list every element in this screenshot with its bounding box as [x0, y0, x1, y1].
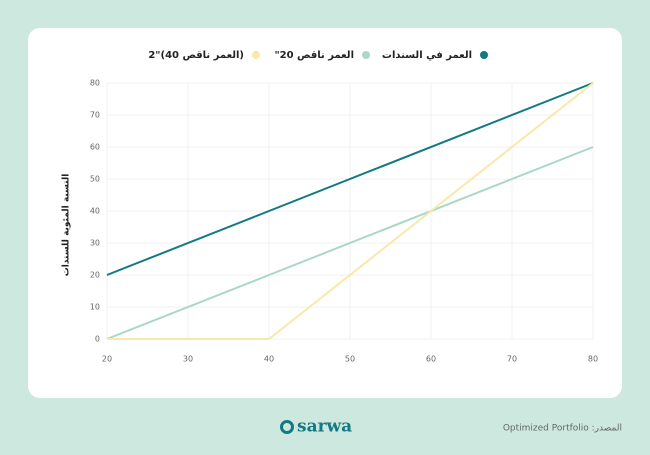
y-tick-label: 40 — [90, 207, 100, 216]
source: المصدر: Optimized Portfolio — [503, 424, 622, 434]
x-tick-label: 80 — [588, 355, 598, 364]
legend-label: العمر ناقص 20" — [274, 50, 354, 61]
logo: sarwa — [297, 417, 352, 437]
legend-marker — [252, 51, 260, 59]
y-tick-label: 30 — [90, 239, 100, 248]
line — [106, 146, 594, 340]
x-tick-label: 50 — [345, 355, 355, 364]
x-tick-label: 20 — [102, 355, 112, 364]
line — [107, 82, 594, 340]
legend-label: العمر في السندات — [382, 50, 472, 61]
y-tick-label: 50 — [90, 175, 100, 184]
y-axis-label: النسبة المئوية للسندات — [62, 174, 72, 277]
legend-marker — [480, 51, 488, 59]
logo-icon — [280, 420, 294, 434]
y-tick-label: 10 — [90, 303, 100, 312]
legend-marker — [362, 51, 370, 59]
x-tick-label: 60 — [426, 355, 436, 364]
y-tick-label: 60 — [90, 143, 100, 152]
x-tick-label: 70 — [507, 355, 517, 364]
y-tick-label: 0 — [95, 335, 100, 344]
line — [106, 82, 594, 276]
y-tick-label: 80 — [90, 79, 100, 88]
x-tick-label: 30 — [183, 355, 193, 364]
legend-label: (العمر ناقص 40)"2 — [148, 50, 244, 61]
y-tick-label: 70 — [90, 111, 100, 120]
card — [28, 28, 622, 398]
x-tick-label: 40 — [264, 355, 274, 364]
y-tick-label: 20 — [90, 271, 100, 280]
